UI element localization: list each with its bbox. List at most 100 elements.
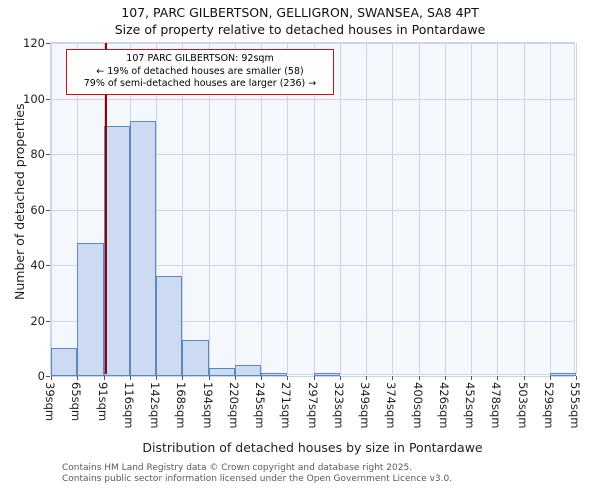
- x-tick-mark: [339, 376, 341, 380]
- x-gridline: [366, 43, 367, 374]
- x-tick-label: 400sqm: [410, 382, 425, 429]
- x-gridline: [523, 43, 525, 374]
- histogram-bar: [549, 373, 576, 376]
- x-tick-label: 349sqm: [358, 382, 372, 429]
- histogram-bar: [103, 126, 130, 376]
- histogram-bar: [51, 348, 78, 376]
- x-gridline: [156, 43, 157, 374]
- x-gridline: [287, 43, 289, 374]
- x-tick-mark: [182, 376, 184, 380]
- x-tick-label: 478sqm: [489, 382, 504, 429]
- x-tick-mark: [51, 376, 52, 380]
- x-gridline: [549, 43, 551, 374]
- annotation-property-line: 107 PARC GILBERTSON: 92sqm: [126, 53, 274, 64]
- x-axis-label: Distribution of detached houses by size …: [142, 440, 483, 455]
- y-tick-label: 80: [30, 147, 45, 161]
- x-tick-label: 245sqm: [253, 382, 267, 429]
- x-tick-label: 142sqm: [148, 382, 162, 429]
- x-tick-label: 39sqm: [43, 382, 57, 422]
- x-gridline: [51, 43, 52, 374]
- y-tick-label: 40: [30, 258, 45, 272]
- x-tick-mark: [313, 376, 315, 380]
- y-tick-mark: [46, 43, 50, 44]
- x-tick-mark: [576, 376, 577, 380]
- y-gridline: [51, 154, 574, 155]
- y-tick-label: 100: [23, 91, 45, 106]
- chart-subtitle: Size of property relative to detached ho…: [114, 22, 486, 37]
- x-tick-label: 65sqm: [69, 382, 84, 422]
- x-gridline: [77, 43, 79, 374]
- x-gridline: [234, 43, 236, 374]
- x-tick-mark: [392, 376, 394, 380]
- x-tick-mark: [103, 376, 105, 380]
- x-tick-label: 297sqm: [305, 382, 320, 429]
- x-tick-mark: [77, 376, 79, 380]
- y-tick-mark: [46, 154, 50, 155]
- y-gridline: [51, 98, 574, 100]
- histogram-bar: [182, 339, 209, 376]
- y-tick-mark: [46, 265, 50, 266]
- annotation-box: 107 PARC GILBERTSON: 92sqm ← 19% of deta…: [66, 49, 334, 95]
- x-gridline: [497, 43, 499, 374]
- x-gridline: [418, 43, 420, 374]
- x-tick-label: 503sqm: [515, 382, 530, 429]
- x-tick-mark: [366, 376, 367, 380]
- x-tick-label: 426sqm: [436, 382, 451, 429]
- y-tick-mark: [46, 209, 50, 211]
- y-tick-label: 20: [30, 313, 45, 328]
- x-tick-mark: [444, 376, 446, 380]
- x-tick-label: 220sqm: [226, 382, 241, 429]
- y-gridline: [51, 43, 574, 44]
- x-tick-label: 116sqm: [121, 382, 136, 429]
- footer-copyright-line: Contains HM Land Registry data © Crown c…: [62, 463, 413, 473]
- property-marker-line: [104, 43, 107, 374]
- chart-title: 107, PARC GILBERTSON, GELLIGRON, SWANSEA…: [121, 5, 479, 20]
- x-tick-label: 168sqm: [174, 382, 189, 429]
- x-tick-mark: [208, 376, 210, 380]
- y-gridline: [51, 209, 574, 211]
- x-tick-label: 452sqm: [463, 382, 477, 429]
- x-tick-mark: [156, 376, 157, 380]
- x-gridline: [444, 43, 446, 374]
- x-gridline: [208, 43, 210, 374]
- histogram-bar: [261, 373, 288, 376]
- y-gridline: [51, 376, 574, 377]
- x-tick-mark: [234, 376, 236, 380]
- y-tick-label: 120: [23, 36, 45, 50]
- x-tick-mark: [497, 376, 499, 380]
- x-tick-mark: [471, 376, 472, 380]
- x-tick-label: 374sqm: [384, 382, 399, 429]
- histogram-bar: [313, 373, 340, 376]
- y-tick-mark: [46, 98, 50, 100]
- x-tick-label: 271sqm: [279, 382, 294, 429]
- x-tick-mark: [549, 376, 551, 380]
- y-tick-mark: [46, 376, 50, 377]
- plot-area: 107 PARC GILBERTSON: 92sqm ← 19% of deta…: [23, 36, 582, 428]
- x-tick-mark: [287, 376, 289, 380]
- y-gridline: [51, 320, 574, 322]
- x-gridline: [392, 43, 394, 374]
- x-tick-mark: [129, 376, 131, 380]
- histogram-bar: [208, 367, 235, 376]
- y-gridline: [51, 265, 574, 266]
- y-tick-label: 0: [37, 369, 45, 383]
- y-tick-mark: [46, 320, 50, 322]
- x-gridline: [339, 43, 341, 374]
- histogram-bar: [129, 120, 156, 376]
- annotation-smaller-line: ← 19% of detached houses are smaller (58…: [96, 65, 304, 77]
- x-tick-mark: [261, 376, 262, 380]
- x-gridline: [261, 43, 262, 374]
- footer-licence-line: Contains public sector information licen…: [62, 474, 453, 484]
- x-tick-label: 323sqm: [331, 382, 346, 429]
- annotation-larger-line: 79% of semi-detached houses are larger (…: [83, 78, 317, 89]
- x-gridline: [313, 43, 315, 374]
- y-tick-label: 60: [30, 202, 45, 217]
- x-gridline: [471, 43, 472, 374]
- x-gridline: [182, 43, 184, 374]
- x-tick-mark: [523, 376, 525, 380]
- x-gridline: [576, 43, 577, 374]
- x-tick-label: 91sqm: [95, 382, 110, 422]
- x-tick-label: 194sqm: [200, 382, 215, 429]
- x-tick-mark: [418, 376, 420, 380]
